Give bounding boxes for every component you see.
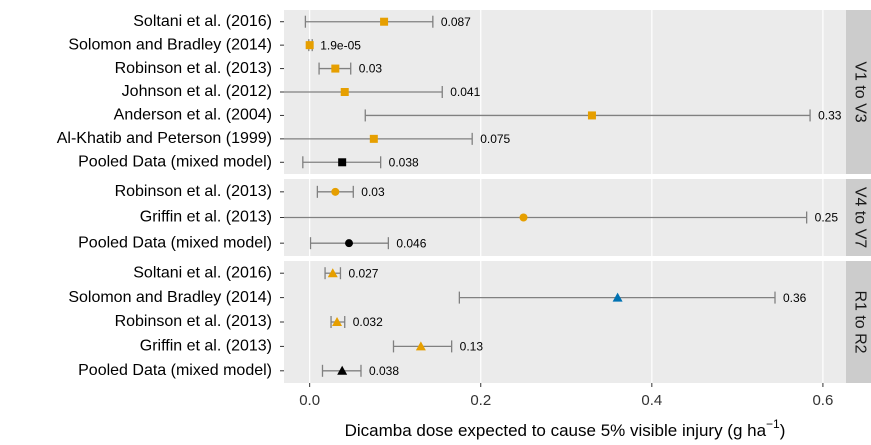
value-label: 0.03 <box>361 185 385 199</box>
point <box>338 158 347 167</box>
point <box>519 213 528 222</box>
y-tick-label: Anderson et al. (2004) <box>114 107 272 124</box>
point <box>340 88 349 96</box>
point <box>327 268 338 278</box>
value-label: 0.041 <box>450 85 480 99</box>
x-label-text: Dicamba dose expected to cause 5% visibl… <box>345 421 767 440</box>
point <box>369 134 378 143</box>
panel <box>284 10 824 174</box>
value-label: 0.33 <box>818 109 842 123</box>
point <box>332 317 343 326</box>
value-label: 0.03 <box>359 62 383 76</box>
value-label: 0.36 <box>783 291 807 305</box>
x-tick-label: 0.0 <box>299 392 320 409</box>
value-label: 0.027 <box>348 266 378 280</box>
strip-label: R1 to R2 <box>851 290 868 353</box>
y-tick-label: Pooled Data (mixed model) <box>78 234 272 251</box>
panel <box>284 179 824 256</box>
y-tick-label: Soltani et al. (2016) <box>133 13 272 30</box>
strip <box>846 179 871 256</box>
value-label: 0.038 <box>389 155 419 169</box>
x-label-end: ) <box>780 421 786 440</box>
value-label: 1.9e-05 <box>320 38 361 52</box>
point <box>415 341 426 351</box>
panel-background <box>284 261 846 383</box>
y-tick-label: Pooled Data (mixed model) <box>78 154 272 171</box>
value-label: 0.087 <box>441 15 471 29</box>
strip-label: V4 to V7 <box>851 187 868 248</box>
y-tick-label: Solomon and Bradley (2014) <box>68 289 272 306</box>
y-tick-label: Robinson et al. (2013) <box>115 183 272 200</box>
x-axis-label: Dicamba dose expected to cause 5% visibl… <box>345 417 786 440</box>
point <box>331 64 340 73</box>
y-tick-label: Al-Khatib and Peterson (1999) <box>57 130 272 147</box>
x-tick-label: 0.4 <box>641 392 662 409</box>
point <box>331 187 340 196</box>
panel <box>309 261 824 383</box>
point <box>345 239 354 248</box>
strip <box>846 261 871 383</box>
value-label: 0.032 <box>353 315 383 329</box>
x-tick-label: 0.6 <box>812 392 833 409</box>
x-tick-label: 0.2 <box>470 392 491 409</box>
strip <box>846 10 871 174</box>
y-tick-label: Robinson et al. (2013) <box>115 313 272 330</box>
point <box>587 111 596 120</box>
point <box>612 292 623 302</box>
y-tick-label: Johnson et al. (2012) <box>122 83 272 100</box>
point <box>380 17 389 26</box>
point <box>305 41 314 50</box>
x-label-sup: −1 <box>766 417 780 431</box>
y-tick-label: Pooled Data (mixed model) <box>78 362 272 379</box>
strip-label: V1 to V3 <box>851 61 868 122</box>
value-label: 0.046 <box>396 236 426 250</box>
value-label: 0.25 <box>815 211 839 225</box>
y-tick-label: Griffin et al. (2013) <box>140 338 272 355</box>
y-tick-label: Soltani et al. (2016) <box>133 264 272 281</box>
y-tick-label: Solomon and Bradley (2014) <box>68 36 272 53</box>
y-tick-label: Robinson et al. (2013) <box>115 60 272 77</box>
y-tick-label: Griffin et al. (2013) <box>140 209 272 226</box>
value-label: 0.075 <box>480 132 510 146</box>
value-label: 0.038 <box>369 364 399 378</box>
value-label: 0.13 <box>460 340 484 354</box>
point <box>337 365 348 375</box>
